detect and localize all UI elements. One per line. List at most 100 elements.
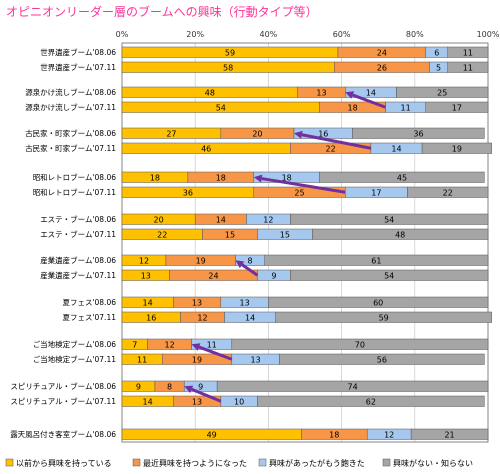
category-label: 昭和レトロブーム'08.06 bbox=[33, 172, 117, 182]
bar-segment bbox=[290, 269, 489, 281]
x-tick-label: 20% bbox=[186, 30, 204, 39]
data-label: 17 bbox=[452, 103, 462, 112]
data-label: 7 bbox=[132, 340, 137, 349]
data-label: 11 bbox=[137, 355, 147, 364]
data-label: 18 bbox=[347, 103, 357, 112]
bar-segment bbox=[421, 142, 492, 154]
chart-title: オピニオンリーダー層のブームへの興味（行動タイプ等） bbox=[6, 4, 318, 19]
data-label: 56 bbox=[377, 355, 387, 364]
plot-border bbox=[121, 42, 489, 443]
data-label: 19 bbox=[196, 256, 206, 265]
data-label: 11 bbox=[463, 63, 473, 72]
data-label: 59 bbox=[379, 313, 389, 322]
category-label: 産業遺産ブーム'08.06 bbox=[40, 255, 116, 265]
trend-arrow-head bbox=[294, 130, 303, 139]
legend-label: 最近興味を持つようになった bbox=[143, 458, 247, 468]
data-label: 18 bbox=[150, 173, 160, 182]
trend-arrow-head bbox=[184, 385, 194, 393]
trend-arrow-shaft bbox=[352, 93, 387, 109]
bar-segment bbox=[396, 86, 489, 98]
legend-label: 興味がない・知らない bbox=[393, 458, 473, 468]
category-label: ご当地検定ブーム'07.11 bbox=[33, 354, 117, 364]
trend-arrow-head bbox=[253, 174, 263, 183]
data-label: 18 bbox=[329, 430, 339, 439]
data-label: 22 bbox=[443, 188, 453, 197]
trend-arrow-head bbox=[191, 343, 201, 351]
trend-arrow-shaft bbox=[301, 133, 372, 150]
bar-segment bbox=[216, 380, 489, 392]
category-label: 夏フェス'08.06 bbox=[62, 298, 116, 307]
bar-segment bbox=[275, 311, 492, 323]
category-label: ご当地検定ブーム'08.06 bbox=[33, 339, 117, 349]
data-label: 14 bbox=[143, 397, 153, 406]
bar-segment bbox=[268, 296, 489, 308]
data-label: 12 bbox=[139, 256, 149, 265]
data-label: 48 bbox=[205, 88, 215, 97]
bar-segment bbox=[279, 353, 485, 365]
trend-arrow-shaft bbox=[198, 345, 233, 361]
data-label: 12 bbox=[164, 340, 174, 349]
data-label: 13 bbox=[141, 271, 151, 280]
data-label: 20 bbox=[154, 215, 164, 224]
bar-segment bbox=[319, 171, 485, 183]
data-label: 45 bbox=[397, 173, 407, 182]
x-tick-label: 0% bbox=[116, 30, 129, 39]
data-label: 18 bbox=[216, 173, 226, 182]
bar-segment bbox=[257, 395, 485, 407]
bar-segment bbox=[352, 127, 485, 139]
legend: 以前から興味を持っている 最近興味を持つようになった 興味があったがもう飽きた 興味が… bbox=[5, 458, 473, 468]
bar-segment bbox=[410, 428, 489, 440]
data-label: 24 bbox=[208, 271, 218, 280]
data-label: 15 bbox=[225, 230, 235, 239]
bar-segment bbox=[447, 61, 489, 73]
x-tick-label: 40% bbox=[260, 30, 278, 39]
bar-segment bbox=[264, 254, 489, 266]
category-label: 産業遺産ブーム'07.11 bbox=[40, 270, 116, 280]
data-label: 70 bbox=[355, 340, 365, 349]
data-label: 22 bbox=[326, 144, 336, 153]
data-label: 36 bbox=[413, 129, 423, 138]
category-label: エステ・ブーム'08.06 bbox=[40, 214, 116, 224]
legend-label: 興味があったがもう飽きた bbox=[269, 458, 365, 468]
data-label: 49 bbox=[207, 430, 217, 439]
category-labels: 世界遺産ブーム'08.06 世界遺産ブーム'07.11 源泉かけ流しブーム'08.0… bbox=[10, 47, 116, 439]
category-label: 古民家・町家ブーム'07.11 bbox=[25, 143, 116, 153]
data-label: 19 bbox=[192, 355, 202, 364]
data-label: 61 bbox=[371, 256, 381, 265]
x-tick-label: 100% bbox=[477, 30, 500, 39]
plot-frame bbox=[121, 42, 489, 443]
data-label: 46 bbox=[201, 144, 211, 153]
data-label: 13 bbox=[192, 397, 202, 406]
data-label: 19 bbox=[452, 144, 462, 153]
data-label: 10 bbox=[234, 397, 244, 406]
data-label: 74 bbox=[347, 382, 357, 391]
bar-segment bbox=[231, 338, 489, 350]
category-label: 昭和レトロブーム'07.11 bbox=[33, 187, 117, 197]
data-label: 9 bbox=[198, 382, 203, 391]
category-label: 世界遺産ブーム'08.06 bbox=[40, 47, 116, 57]
data-label: 16 bbox=[318, 129, 328, 138]
data-label: 54 bbox=[384, 271, 394, 280]
data-label: 12 bbox=[197, 313, 207, 322]
data-label: 15 bbox=[280, 230, 290, 239]
bar-segment bbox=[425, 101, 489, 113]
data-label: 54 bbox=[384, 215, 394, 224]
data-label: 12 bbox=[263, 215, 273, 224]
data-label: 11 bbox=[463, 48, 473, 57]
legend-label: 以前から興味を持っている bbox=[16, 458, 112, 468]
bar-segment bbox=[407, 186, 489, 198]
data-label: 14 bbox=[216, 215, 226, 224]
data-label: 13 bbox=[240, 298, 250, 307]
bar-segment bbox=[312, 228, 489, 240]
data-label: 9 bbox=[271, 271, 276, 280]
category-label: エステ・ブーム'07.11 bbox=[40, 229, 116, 239]
data-label: 18 bbox=[282, 173, 292, 182]
data-label: 8 bbox=[167, 382, 172, 391]
data-label: 13 bbox=[316, 88, 326, 97]
data-label: 20 bbox=[252, 129, 262, 138]
data-label: 5 bbox=[436, 63, 441, 72]
bar-segment bbox=[290, 213, 489, 225]
data-label: 6 bbox=[434, 48, 439, 57]
